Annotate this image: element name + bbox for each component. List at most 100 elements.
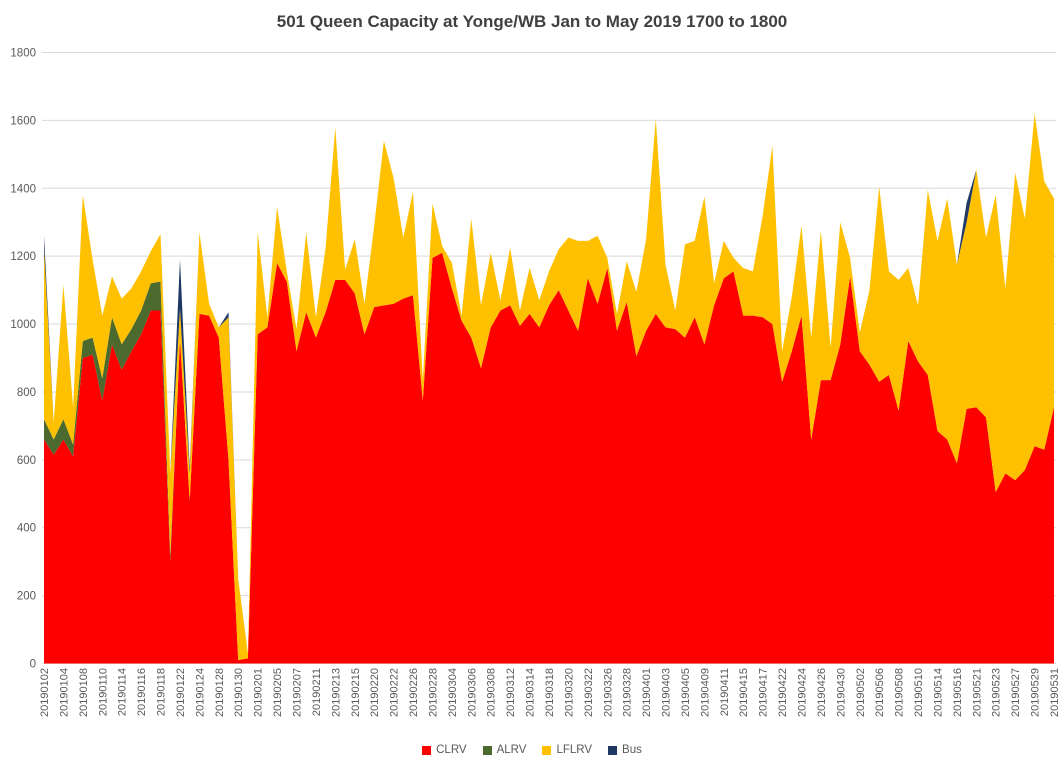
x-axis-tick-label: 20190306 xyxy=(466,668,478,717)
x-axis-tick-label: 20190415 xyxy=(738,668,750,717)
x-axis-tick-label: 20190514 xyxy=(932,668,944,717)
x-axis-tick-label: 20190304 xyxy=(447,668,459,717)
legend-label: LFLRV xyxy=(556,744,593,756)
x-axis-tick-label-group: 20190417 xyxy=(758,668,770,717)
y-axis-tick-label: 1400 xyxy=(10,183,36,195)
x-axis-tick-label: 20190108 xyxy=(78,668,90,717)
x-axis-tick-label-group: 20190118 xyxy=(156,668,168,716)
x-axis-tick-label: 20190516 xyxy=(952,668,964,717)
x-axis-tick-label: 20190318 xyxy=(544,668,556,717)
x-axis-tick-label: 20190430 xyxy=(835,668,847,717)
x-axis-tick-label-group: 20190502 xyxy=(855,668,867,717)
x-axis-tick-label-group: 20190531 xyxy=(1049,668,1061,717)
x-axis-tick-label: 20190506 xyxy=(874,668,886,717)
x-axis-tick-label: 20190531 xyxy=(1049,668,1061,717)
x-axis-tick-label-group: 20190201 xyxy=(253,668,265,717)
x-axis-tick-label: 20190424 xyxy=(797,668,809,717)
area-clrv xyxy=(44,252,1054,664)
x-axis-tick-label: 20190201 xyxy=(253,668,265,717)
x-axis-tick-label-group: 20190122 xyxy=(175,668,187,717)
x-axis-tick-label: 20190401 xyxy=(641,668,653,717)
x-axis-tick-label: 20190213 xyxy=(330,668,342,717)
x-axis-tick-label: 20190417 xyxy=(758,668,770,717)
x-axis-tick-label-group: 20190328 xyxy=(622,668,634,717)
x-axis-tick-label-group: 20190308 xyxy=(486,668,498,717)
x-axis-tick-label: 20190314 xyxy=(525,668,537,717)
x-axis-tick-label-group: 20190222 xyxy=(389,668,401,717)
x-axis-tick-label: 20190426 xyxy=(816,668,828,717)
legend-swatch-lflrv xyxy=(542,745,552,755)
x-axis-tick-label-group: 20190114 xyxy=(117,668,129,716)
x-axis-tick-label-group: 20190102 xyxy=(39,668,51,717)
x-axis-tick-label: 20190102 xyxy=(39,668,51,717)
x-axis-tick-label: 20190215 xyxy=(350,668,362,717)
x-axis-tick-label-group: 20190226 xyxy=(408,668,420,717)
x-axis-tick-label-group: 20190508 xyxy=(894,668,906,717)
x-axis-tick-label: 20190220 xyxy=(369,668,381,717)
x-axis-tick-label: 20190502 xyxy=(855,668,867,717)
x-axis-tick-label: 20190411 xyxy=(719,668,731,716)
x-axis-tick-label-group: 20190426 xyxy=(816,668,828,717)
x-axis-tick-label: 20190529 xyxy=(1030,668,1042,717)
x-axis-tick-label-group: 20190124 xyxy=(194,668,206,717)
x-axis-tick-label-group: 20190108 xyxy=(78,668,90,717)
x-axis-tick-label-group: 20190312 xyxy=(505,668,517,717)
area-lflrv xyxy=(44,113,1054,661)
x-axis-tick-label: 20190124 xyxy=(194,668,206,717)
x-axis-tick-label: 20190521 xyxy=(971,668,983,717)
x-axis-tick-label: 20190116 xyxy=(136,668,148,716)
x-axis-tick-label: 20190312 xyxy=(505,668,517,717)
x-axis-tick-label-group: 20190205 xyxy=(272,668,284,717)
x-axis-tick-label-group: 20190430 xyxy=(835,668,847,717)
x-axis-tick-label: 20190328 xyxy=(622,668,634,717)
x-axis-tick-label: 20190114 xyxy=(117,668,129,716)
y-axis-tick-label: 600 xyxy=(17,455,36,467)
legend-swatch-alrv xyxy=(482,745,492,755)
x-axis-tick-label-group: 20190415 xyxy=(738,668,750,717)
x-axis-tick-label-group: 20190211 xyxy=(311,668,323,716)
x-axis-tick-label: 20190228 xyxy=(427,668,439,717)
x-axis-tick-label-group: 20190220 xyxy=(369,668,381,717)
legend-label: Bus xyxy=(622,744,642,756)
x-axis-tick-label-group: 20190422 xyxy=(777,668,789,717)
x-axis-tick-label-group: 20190409 xyxy=(699,668,711,717)
chart-title: 501 Queen Capacity at Yonge/WB Jan to Ma… xyxy=(277,12,788,31)
x-axis-tick-label: 20190205 xyxy=(272,668,284,717)
y-axis-tick-label: 400 xyxy=(17,523,36,535)
legend-item-lflrv: LFLRV xyxy=(542,744,592,756)
y-axis-tick-label: 1600 xyxy=(10,115,36,127)
legend-item-bus: Bus xyxy=(608,744,642,756)
legend-swatch-clrv xyxy=(422,745,432,755)
legend-label: CLRV xyxy=(436,744,467,756)
x-axis-tick-label: 20190409 xyxy=(699,668,711,717)
x-axis-tick-label-group: 20190314 xyxy=(525,668,537,717)
x-axis-tick-label-group: 20190228 xyxy=(427,668,439,717)
legend-item-clrv: CLRV xyxy=(422,744,467,756)
y-axis-tick-label: 0 xyxy=(30,659,36,671)
x-axis-tick-label-group: 20190318 xyxy=(544,668,556,717)
x-axis-tick-label: 20190222 xyxy=(389,668,401,717)
x-axis-tick-label-group: 20190304 xyxy=(447,668,459,717)
x-axis-tick-label-group: 20190510 xyxy=(913,668,925,717)
x-axis-tick-label-group: 20190128 xyxy=(214,668,226,717)
x-axis-tick-label: 20190510 xyxy=(913,668,925,717)
x-axis-tick-label: 20190405 xyxy=(680,668,692,717)
x-axis-tick-label: 20190110 xyxy=(97,668,109,716)
x-axis-tick-label-group: 20190207 xyxy=(292,668,304,717)
x-axis-tick-label-group: 20190110 xyxy=(97,668,109,716)
x-axis-tick-label-group: 20190403 xyxy=(661,668,673,717)
x-axis-tick-label-group: 20190516 xyxy=(952,668,964,717)
x-axis-tick-label: 20190122 xyxy=(175,668,187,717)
x-axis-tick-label-group: 20190424 xyxy=(797,668,809,717)
x-axis-tick-label-group: 20190215 xyxy=(350,668,362,717)
x-axis-tick-label-group: 20190514 xyxy=(932,668,944,717)
x-axis-tick-label: 20190118 xyxy=(156,668,168,716)
x-axis-tick-label: 20190326 xyxy=(602,668,614,717)
legend: CLRV ALRV LFLRV Bus xyxy=(0,744,1064,756)
x-axis-tick-label-group: 20190130 xyxy=(233,668,245,717)
x-axis-tick-label-group: 20190401 xyxy=(641,668,653,717)
x-axis-tick-label: 20190403 xyxy=(661,668,673,717)
x-axis-tick-label: 20190104 xyxy=(58,668,70,717)
x-axis-tick-label-group: 20190527 xyxy=(1010,668,1022,717)
